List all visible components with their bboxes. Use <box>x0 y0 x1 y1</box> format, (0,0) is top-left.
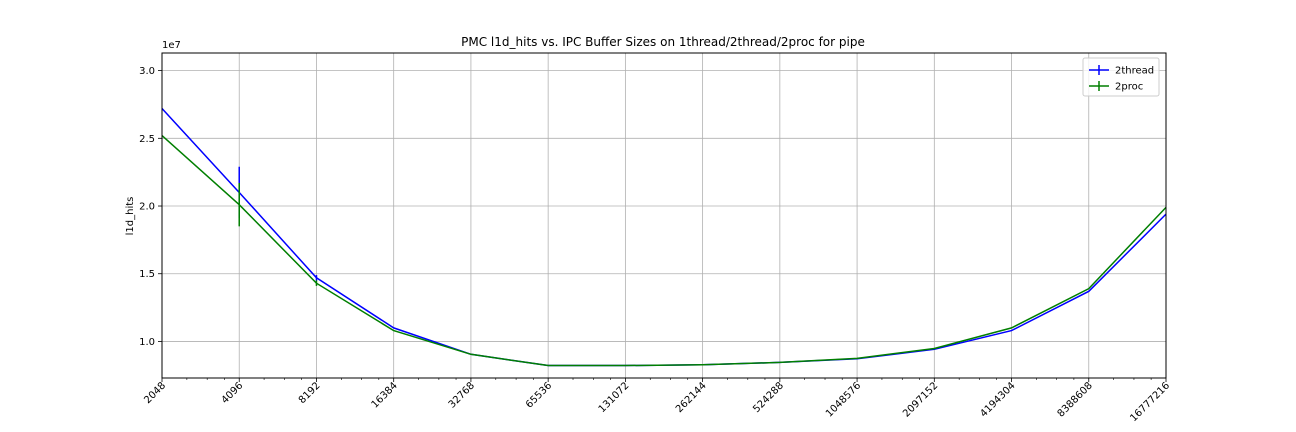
series-group <box>161 108 1167 367</box>
series-line-2thread <box>161 108 1167 367</box>
x-tick-label: 131072 <box>597 380 632 415</box>
y-tick-label: 3.0 <box>139 66 155 77</box>
x-tick-label: 8192 <box>297 380 323 406</box>
legend-label-2proc: 2proc <box>1115 82 1143 93</box>
x-ticks: 2048 4096 8192 16384 32768 65536 131072 262144 5… <box>142 378 1172 424</box>
x-tick-label: 1048576 <box>824 380 863 419</box>
y-ticks: 1.0 1.5 2.0 2.5 3.0 <box>139 66 162 348</box>
x-tick-label: 524288 <box>751 380 786 415</box>
series-line-2proc <box>161 135 1167 367</box>
chart-title: PMC l1d_hits vs. IPC Buffer Sizes on 1th… <box>461 35 865 49</box>
x-tick-label: 16777216 <box>1128 380 1172 424</box>
x-tick-label: 2097152 <box>901 380 940 419</box>
y-axis-label: l1d_hits <box>125 197 136 236</box>
legend: 2thread 2proc <box>1082 57 1160 97</box>
legend-label-2thread: 2thread <box>1115 66 1154 77</box>
y-tick-label: 2.5 <box>139 134 155 145</box>
x-tick-label: 16384 <box>370 380 400 410</box>
plot-frame <box>161 52 1167 379</box>
x-tick-label: 8388608 <box>1056 380 1095 419</box>
x-tick-label: 2048 <box>142 380 168 406</box>
x-tick-label: 65536 <box>524 380 554 410</box>
y-tick-label: 2.0 <box>139 202 155 213</box>
y-offset-label: 1e7 <box>162 40 181 51</box>
x-tick-label: 262144 <box>674 380 709 415</box>
y-tick-label: 1.0 <box>139 337 155 348</box>
x-tick-label: 4096 <box>220 380 246 406</box>
x-tick-label: 4194304 <box>978 380 1017 419</box>
x-tick-label: 32768 <box>447 380 477 410</box>
y-tick-label: 1.5 <box>139 269 155 280</box>
